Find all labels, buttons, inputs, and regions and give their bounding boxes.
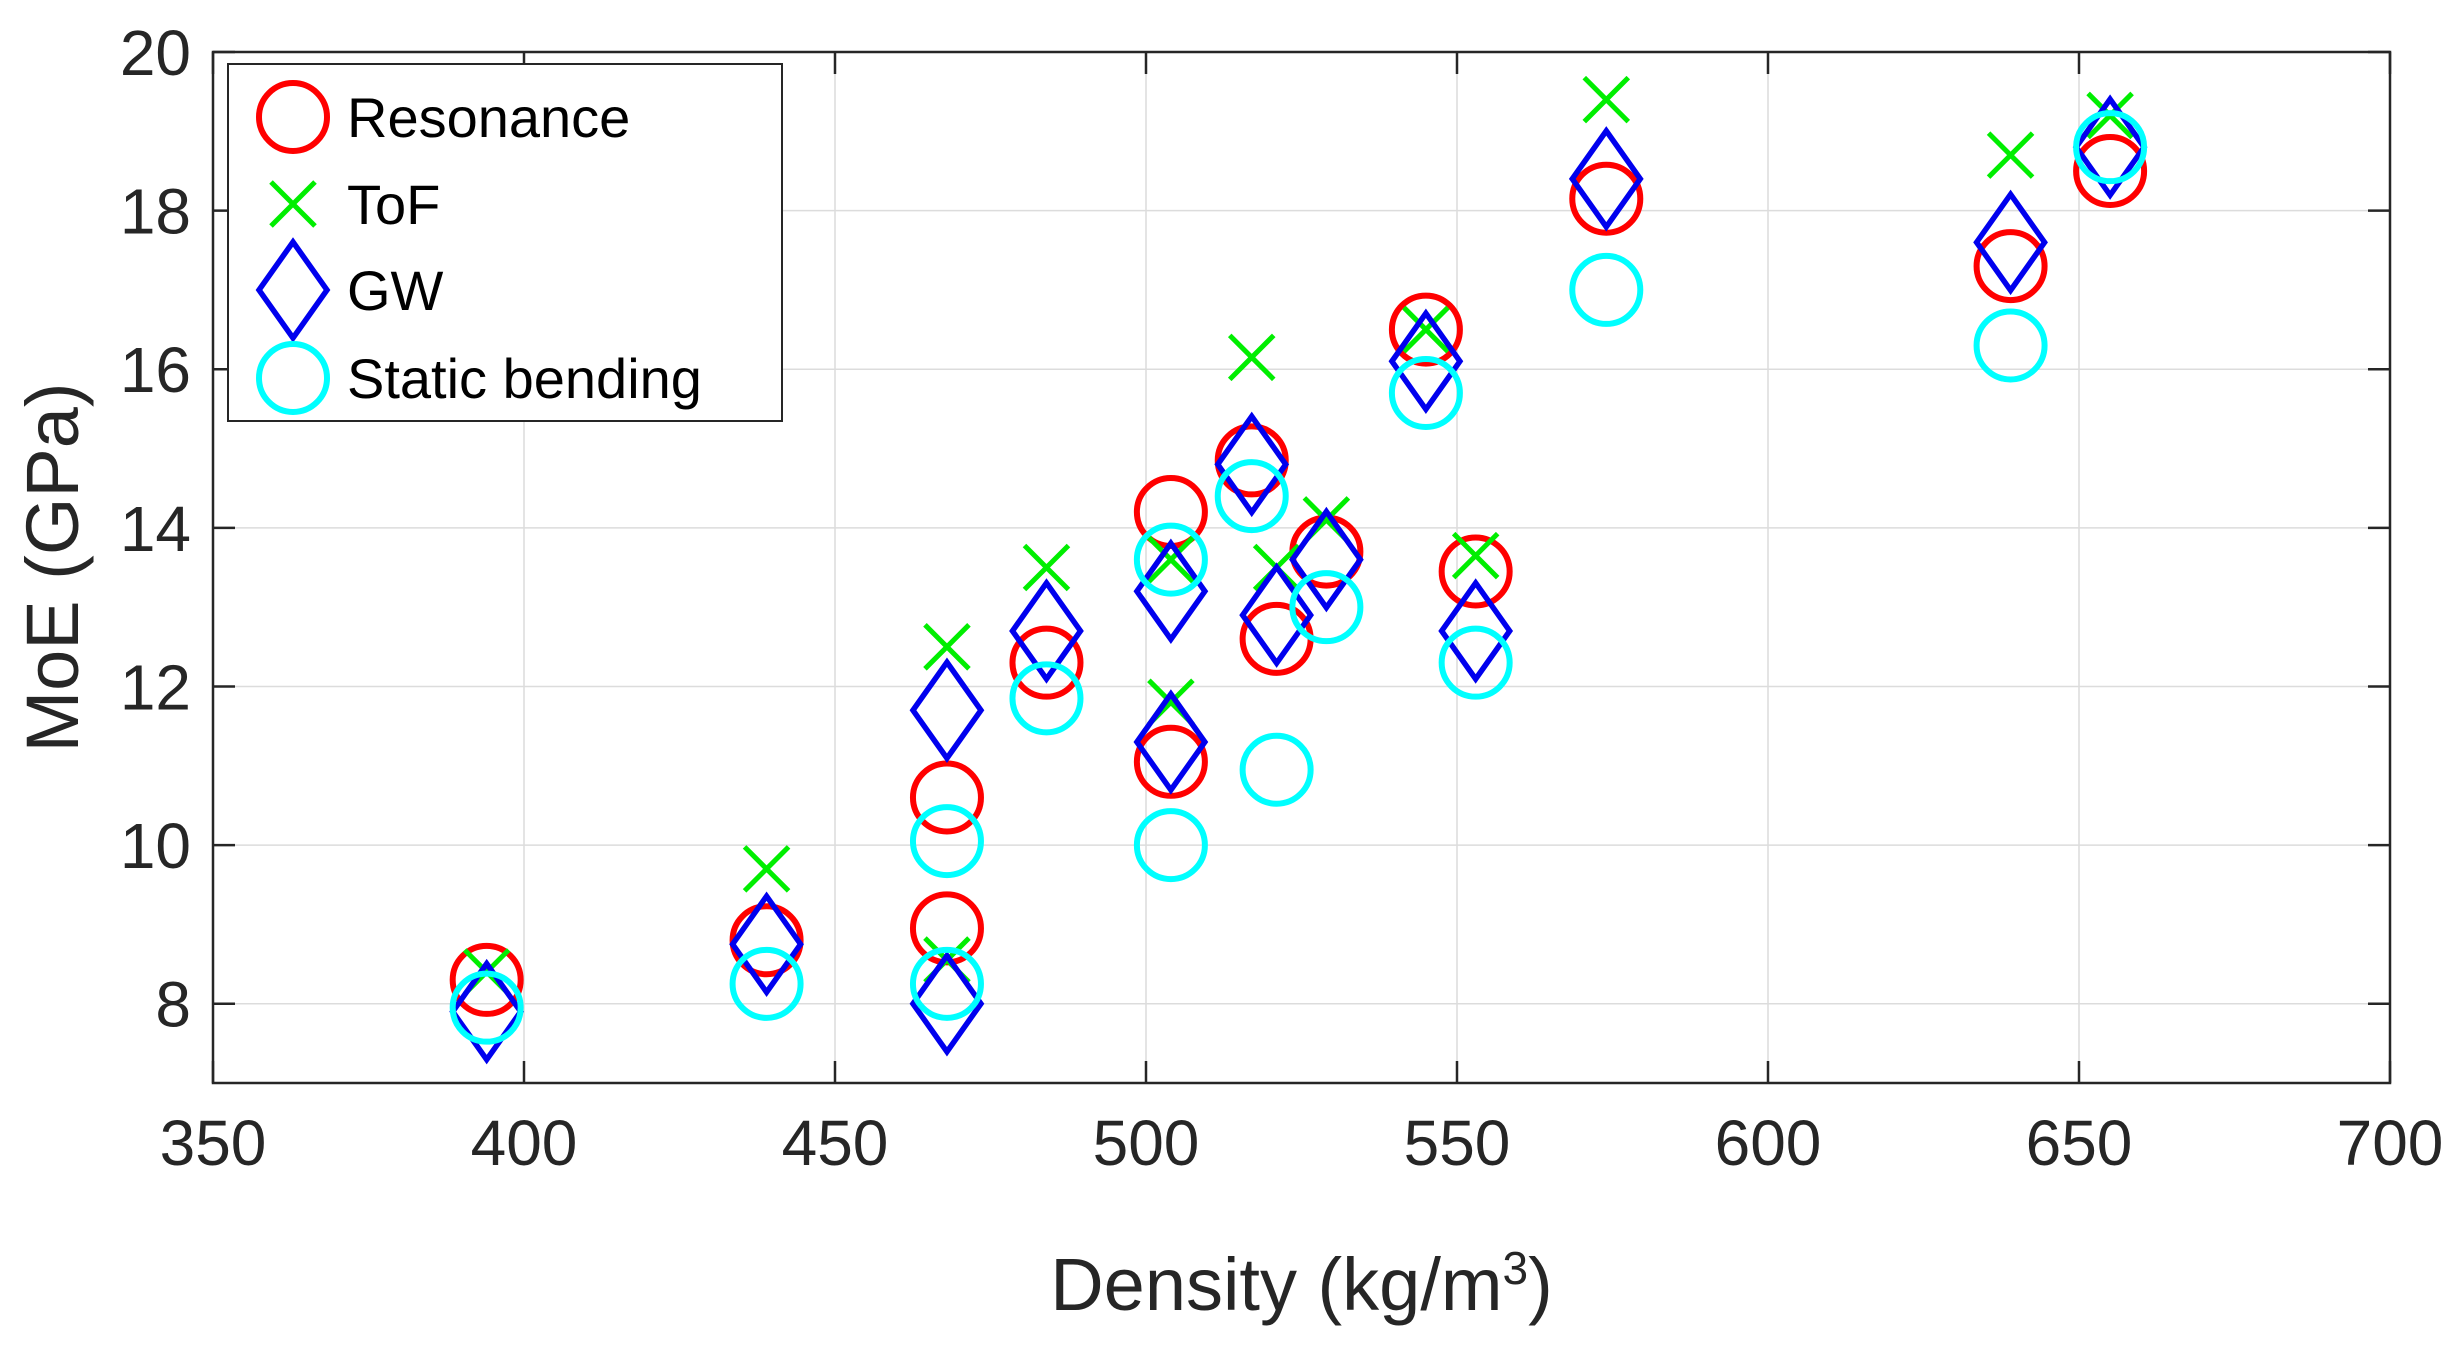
x-tick-label: 650 bbox=[2026, 1107, 2133, 1179]
y-tick-label: 8 bbox=[155, 969, 191, 1041]
x-tick-label: 350 bbox=[160, 1107, 267, 1179]
legend-label-resonance: Resonance bbox=[347, 86, 630, 149]
data-point-resonance bbox=[909, 760, 984, 835]
data-point-resonance bbox=[449, 942, 524, 1017]
x-tick-label: 450 bbox=[782, 1107, 889, 1179]
data-point-gw bbox=[1239, 562, 1314, 668]
legend-marker-resonance bbox=[256, 80, 330, 154]
data-point-resonance bbox=[1133, 724, 1208, 799]
y-axis-label: MoE (GPa) bbox=[11, 382, 94, 752]
data-point-static-bending bbox=[1289, 570, 1364, 645]
data-point-static-bending bbox=[1133, 808, 1208, 883]
x-tick-label: 400 bbox=[471, 1107, 578, 1179]
x-axis-label: Density (kg/m3) bbox=[1050, 1242, 1553, 1326]
data-point-static-bending bbox=[729, 946, 804, 1021]
legend-label-static-bending: Static bending bbox=[347, 347, 702, 410]
data-point-static-bending bbox=[1133, 522, 1208, 597]
data-point-static-bending bbox=[1388, 356, 1463, 431]
data-point-gw bbox=[1009, 578, 1084, 684]
data-point-gw bbox=[1438, 578, 1514, 684]
y-tick-label: 18 bbox=[120, 176, 191, 248]
data-point-gw bbox=[2072, 94, 2148, 200]
data-point-static-bending bbox=[1214, 459, 1289, 534]
data-point-resonance bbox=[1388, 292, 1463, 367]
data-point-gw bbox=[1568, 126, 1644, 232]
x-tick-label: 600 bbox=[1715, 1107, 1822, 1179]
data-point-tof bbox=[1147, 535, 1195, 584]
data-point-gw bbox=[1133, 689, 1209, 795]
data-point-static-bending bbox=[2073, 110, 2148, 185]
y-tick-label: 14 bbox=[120, 493, 191, 565]
data-point-gw bbox=[729, 891, 804, 997]
data-point-tof bbox=[1582, 75, 1631, 124]
y-tick-label: 12 bbox=[120, 651, 191, 723]
data-point-static-bending bbox=[1438, 625, 1513, 700]
x-tick-label: 700 bbox=[2337, 1107, 2444, 1179]
y-tick-label: 16 bbox=[120, 334, 191, 406]
data-point-gw bbox=[1388, 308, 1464, 415]
series-static-bending bbox=[449, 110, 2148, 1045]
data-point-tof bbox=[923, 623, 971, 671]
x-axis-label-end: ) bbox=[1528, 1243, 1553, 1326]
data-point-resonance bbox=[1973, 229, 2048, 304]
legend-marker-tof bbox=[269, 180, 317, 228]
y-tick-label: 10 bbox=[120, 810, 191, 882]
data-point-tof bbox=[1986, 131, 2035, 179]
data-point-tof bbox=[1451, 531, 1500, 580]
series-gw bbox=[449, 94, 2148, 1065]
data-point-gw bbox=[909, 950, 985, 1057]
data-point-resonance bbox=[2073, 133, 2148, 208]
data-point-gw bbox=[1973, 189, 2048, 296]
data-point-static-bending bbox=[909, 946, 984, 1021]
data-point-gw bbox=[1133, 538, 1209, 645]
data-point-gw bbox=[1214, 411, 1290, 518]
axis-ticks: 350 400 450 500 550 600 650 700 8 10 12 14 16 18 20 bbox=[120, 17, 2444, 1179]
data-point-resonance bbox=[1009, 625, 1084, 700]
data-point-gw bbox=[909, 657, 985, 764]
y-tick-label: 20 bbox=[120, 17, 191, 89]
data-markers bbox=[449, 75, 2148, 1065]
data-point-resonance bbox=[1438, 534, 1513, 609]
legend-label-gw: GW bbox=[347, 259, 444, 322]
data-point-static-bending bbox=[1569, 252, 1644, 327]
data-point-gw bbox=[449, 958, 525, 1065]
data-point-tof bbox=[742, 845, 791, 893]
x-axis-label-superscript: 3 bbox=[1503, 1242, 1529, 1294]
legend: Resonance ToF GW Static bending bbox=[227, 63, 783, 422]
data-point-gw bbox=[1289, 506, 1364, 613]
x-tick-label: 500 bbox=[1093, 1107, 1200, 1179]
legend-label-tof: ToF bbox=[347, 173, 440, 236]
data-point-static-bending bbox=[1009, 661, 1084, 736]
data-point-tof bbox=[1227, 333, 1276, 382]
data-point-resonance bbox=[1569, 161, 1644, 236]
legend-marker-gw bbox=[255, 237, 331, 343]
data-point-static-bending bbox=[1239, 732, 1314, 807]
data-point-tof bbox=[1402, 305, 1450, 354]
legend-marker-static-bending bbox=[256, 341, 330, 415]
plot-area-frame bbox=[211, 50, 2392, 1085]
x-axis-label-main: Density (kg/m bbox=[1050, 1243, 1502, 1326]
x-tick-label: 550 bbox=[1404, 1107, 1511, 1179]
data-point-static-bending bbox=[449, 970, 524, 1045]
data-point-static-bending bbox=[909, 804, 984, 879]
data-point-tof bbox=[1022, 543, 1071, 592]
data-point-static-bending bbox=[1973, 308, 2048, 383]
